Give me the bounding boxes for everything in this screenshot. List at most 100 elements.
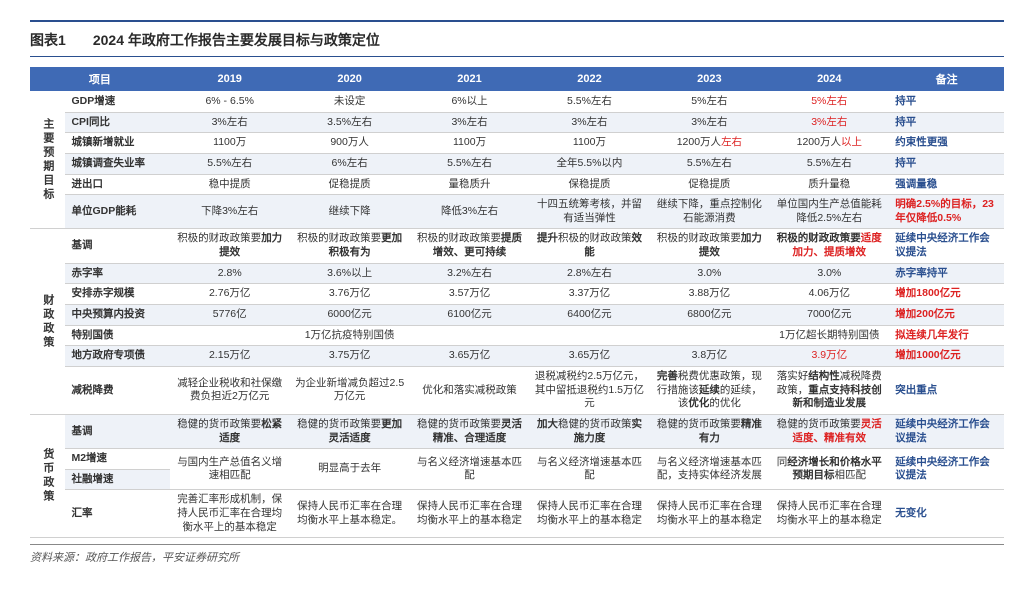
table-row: 主要预期目标GDP增速6% - 6.5%未设定6%以上5.5%左右5%左右5%左… [30,92,1004,113]
row-item-name: 汇率 [65,490,169,538]
figure-label: 图表1 [30,32,66,48]
year-cell: 3.57万亿 [410,284,530,305]
year-cell: 3.0% [649,263,769,284]
year-cell: 2.8% [170,263,290,284]
year-cell [649,325,769,346]
row-item-name: CPI同比 [65,112,169,133]
year-cell: 全年5.5%以内 [530,153,650,174]
col-header: 2019 [170,67,290,92]
year-cell [170,325,290,346]
year-cell: 6000亿元 [290,305,410,326]
year-cell: 积极的财政政策要更加积极有为 [290,229,410,263]
year-cell: 3.2%左右 [410,263,530,284]
col-header: 2023 [649,67,769,92]
year-cell: 5776亿 [170,305,290,326]
year-cell: 3.88万亿 [649,284,769,305]
figure-title-text: 2024 年政府工作报告主要发展目标与政策定位 [93,32,380,48]
year-cell: 3%左右 [769,112,889,133]
year-cell: 明显高于去年 [290,449,410,490]
year-cell: 6% - 6.5% [170,92,290,113]
year-cell: 6400亿元 [530,305,650,326]
year-cell: 3.5%左右 [290,112,410,133]
note-cell: 强调量稳 [889,174,1004,195]
year-cell: 下降3%左右 [170,195,290,229]
year-cell: 5.5%左右 [410,153,530,174]
year-cell: 稳健的货币政策要更加灵活适度 [290,414,410,448]
year-cell: 5%左右 [769,92,889,113]
year-cell: 与名义经济增速基本匹配 [410,449,530,490]
year-cell: 单位国内生产总值能耗降低2.5%左右 [769,195,889,229]
year-cell: 优化和落实减税政策 [410,366,530,414]
year-cell: 保持人民币汇率在合理均衡水平上的基本稳定 [649,490,769,538]
year-cell: 1100万 [530,133,650,154]
year-cell: 完善汇率形成机制，保持人民币汇率在合理均衡水平上的基本稳定 [170,490,290,538]
year-cell: 6%以上 [410,92,530,113]
year-cell: 3.75万亿 [290,346,410,367]
year-cell: 1万亿抗疫特别国债 [290,325,410,346]
year-cell: 6100亿元 [410,305,530,326]
table-row: 单位GDP能耗下降3%左右继续下降降低3%左右十四五统筹考核，并留有适当弹性继续… [30,195,1004,229]
year-cell [410,325,530,346]
row-item-name: 特别国债 [65,325,169,346]
year-cell: 落实好结构性减税降费政策，重点支持科技创新和制造业发展 [769,366,889,414]
year-cell: 4.06万亿 [769,284,889,305]
table-row: 中央预算内投资5776亿6000亿元6100亿元6400亿元6800亿元7000… [30,305,1004,326]
year-cell: 2.76万亿 [170,284,290,305]
row-item-name: M2增速 [65,449,169,470]
table-row: 财政政策基调积极的财政政策要加力提效积极的财政政策要更加积极有为积极的财政政策要… [30,229,1004,263]
row-item-name: 城镇调查失业率 [65,153,169,174]
note-cell: 约束性更强 [889,133,1004,154]
table-row: 进出口稳中提质促稳提质量稳质升保稳提质促稳提质质升量稳强调量稳 [30,174,1004,195]
year-cell: 未设定 [290,92,410,113]
note-cell: 持平 [889,112,1004,133]
year-cell: 保持人民币汇率在合理均衡水平上基本稳定。 [290,490,410,538]
table-row: 地方政府专项债2.15万亿3.75万亿3.65万亿3.65万亿3.8万亿3.9万… [30,346,1004,367]
table-row: 特别国债1万亿抗疫特别国债1万亿超长期特别国债拟连续几年发行 [30,325,1004,346]
row-item-name: 基调 [65,229,169,263]
note-cell: 延续中央经济工作会议提法 [889,414,1004,448]
year-cell: 3.76万亿 [290,284,410,305]
col-header: 项目 [30,67,170,92]
table-body: 主要预期目标GDP增速6% - 6.5%未设定6%以上5.5%左右5%左右5%左… [30,92,1004,538]
year-cell: 3%左右 [530,112,650,133]
table-row: 城镇新增就业1100万900万人1100万1100万1200万人左右1200万人… [30,133,1004,154]
col-header: 2021 [410,67,530,92]
note-cell: 赤字率持平 [889,263,1004,284]
note-cell: 持平 [889,153,1004,174]
note-cell: 无变化 [889,490,1004,538]
row-item-name: 进出口 [65,174,169,195]
row-item-name: 社融增速 [65,469,169,490]
col-header: 备注 [889,67,1004,92]
table-header: 项目201920202021202220232024备注 [30,67,1004,92]
table-row: 城镇调查失业率5.5%左右6%左右5.5%左右全年5.5%以内5.5%左右5.5… [30,153,1004,174]
year-cell: 5.5%左右 [170,153,290,174]
year-cell: 与名义经济增速基本匹配，支持实体经济发展 [649,449,769,490]
year-cell: 降低3%左右 [410,195,530,229]
year-cell: 900万人 [290,133,410,154]
year-cell: 促稳提质 [290,174,410,195]
year-cell: 与名义经济增速基本匹配 [530,449,650,490]
year-cell: 稳健的货币政策要松紧适度 [170,414,290,448]
year-cell: 稳中提质 [170,174,290,195]
year-cell: 质升量稳 [769,174,889,195]
year-cell: 继续下降，重点控制化石能源消费 [649,195,769,229]
year-cell: 稳健的货币政策要精准有力 [649,414,769,448]
year-cell: 2.15万亿 [170,346,290,367]
year-cell: 积极的财政政策要适度加力、提质增效 [769,229,889,263]
row-item-name: 中央预算内投资 [65,305,169,326]
year-cell: 稳健的货币政策要灵活精准、合理适度 [410,414,530,448]
year-cell: 保持人民币汇率在合理均衡水平上的基本稳定 [769,490,889,538]
year-cell: 积极的财政政策要加力提效 [170,229,290,263]
year-cell: 退税减税约2.5万亿元，其中留抵退税约1.5万亿元 [530,366,650,414]
category-label: 财政政策 [30,229,65,414]
figure-title: 图表1 2024 年政府工作报告主要发展目标与政策定位 [30,20,1004,57]
row-item-name: 基调 [65,414,169,448]
table-row: 减税降费减轻企业税收和社保缴费负担近2万亿元为企业新增减负超过2.5万亿元优化和… [30,366,1004,414]
note-cell: 明确2.5%的目标，23年仅降低0.5% [889,195,1004,229]
category-label: 货币政策 [30,414,65,537]
note-cell: 延续中央经济工作会议提法 [889,229,1004,263]
year-cell: 同经济增长和价格水平预期目标相匹配 [769,449,889,490]
year-cell: 完善税费优惠政策，现行措施该延续的延续，该优化的优化 [649,366,769,414]
row-item-name: 城镇新增就业 [65,133,169,154]
table-row: CPI同比3%左右3.5%左右3%左右3%左右3%左右3%左右持平 [30,112,1004,133]
